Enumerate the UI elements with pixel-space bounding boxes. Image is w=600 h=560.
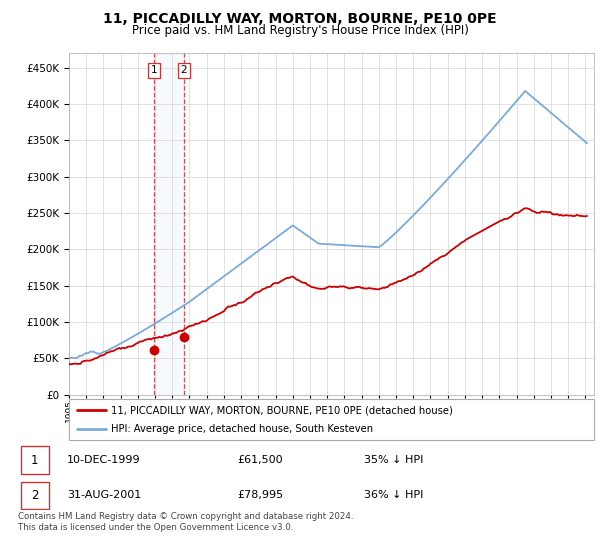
Text: 2: 2 bbox=[31, 489, 38, 502]
Text: 1: 1 bbox=[151, 65, 157, 75]
Text: 11, PICCADILLY WAY, MORTON, BOURNE, PE10 0PE (detached house): 11, PICCADILLY WAY, MORTON, BOURNE, PE10… bbox=[111, 405, 453, 415]
Text: 11, PICCADILLY WAY, MORTON, BOURNE, PE10 0PE: 11, PICCADILLY WAY, MORTON, BOURNE, PE10… bbox=[103, 12, 497, 26]
Text: 31-AUG-2001: 31-AUG-2001 bbox=[67, 491, 141, 501]
FancyBboxPatch shape bbox=[21, 446, 49, 474]
Text: 10-DEC-1999: 10-DEC-1999 bbox=[67, 455, 140, 465]
FancyBboxPatch shape bbox=[21, 482, 49, 509]
Text: 35% ↓ HPI: 35% ↓ HPI bbox=[364, 455, 423, 465]
Text: Price paid vs. HM Land Registry's House Price Index (HPI): Price paid vs. HM Land Registry's House … bbox=[131, 24, 469, 37]
Text: 2: 2 bbox=[181, 65, 187, 75]
FancyBboxPatch shape bbox=[69, 399, 594, 440]
Text: HPI: Average price, detached house, South Kesteven: HPI: Average price, detached house, Sout… bbox=[111, 424, 373, 433]
Text: £78,995: £78,995 bbox=[237, 491, 283, 501]
Text: 36% ↓ HPI: 36% ↓ HPI bbox=[364, 491, 423, 501]
Text: 1: 1 bbox=[31, 454, 38, 466]
Text: Contains HM Land Registry data © Crown copyright and database right 2024.
This d: Contains HM Land Registry data © Crown c… bbox=[18, 512, 353, 532]
Text: £61,500: £61,500 bbox=[237, 455, 283, 465]
Bar bbox=[154, 53, 184, 395]
